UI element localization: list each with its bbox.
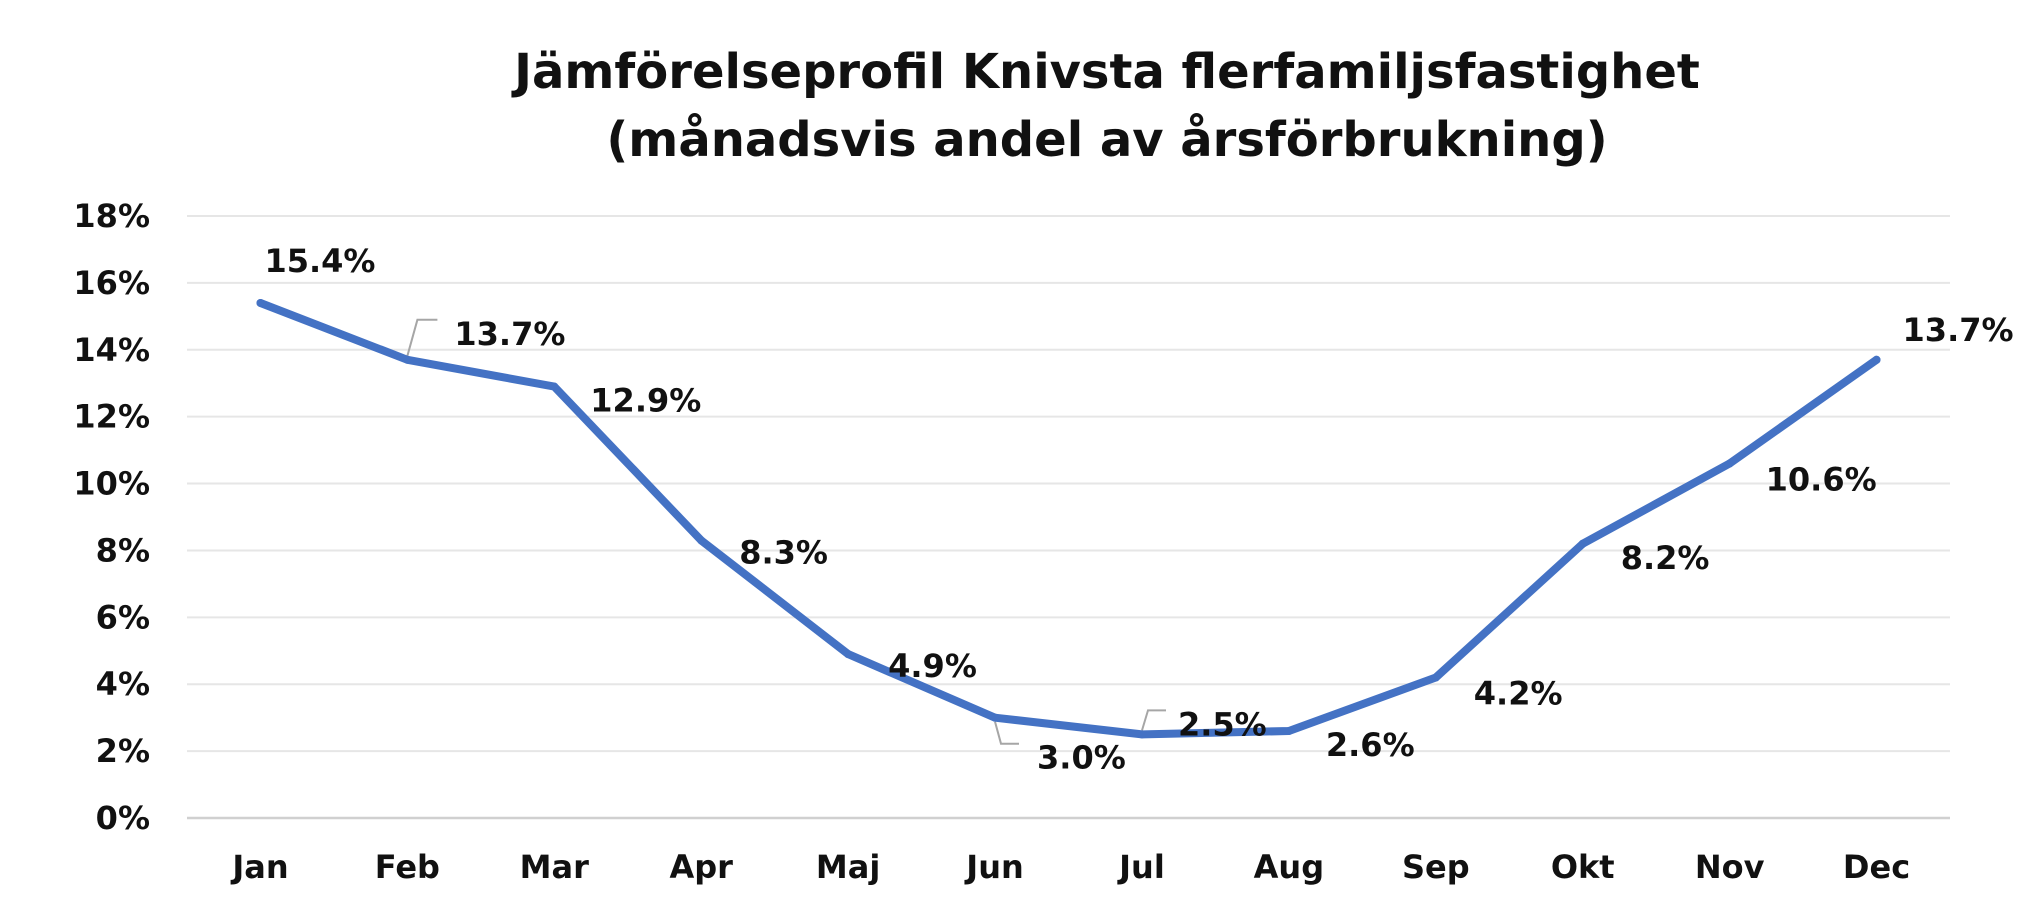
x-tick-label: Jul	[1117, 848, 1165, 886]
chart-title: Jämförelseprofil Knivsta flerfamiljsfast…	[511, 44, 1700, 100]
leader-line	[994, 721, 1019, 745]
data-label: 8.2%	[1621, 539, 1710, 577]
data-point	[1872, 355, 1881, 364]
x-tick-label: Okt	[1551, 848, 1615, 886]
y-axis: 0% 2% 4% 6% 8% 10% 12% 14% 16% 18%	[73, 197, 150, 837]
leader-line	[1141, 709, 1166, 731]
data-labels: 15.4% 13.7% 12.9% 8.3% 4.9% 3.0% 2.5% 2.6% 4.2% 8…	[264, 242, 2013, 777]
data-label: 2.5%	[1178, 705, 1267, 743]
data-label: 4.2%	[1474, 675, 1563, 713]
x-tick-label: Apr	[669, 848, 733, 886]
leader-line	[406, 318, 438, 357]
data-label: 8.3%	[739, 533, 828, 571]
x-tick-label: Jun	[964, 848, 1023, 886]
data-label: 13.7%	[1903, 311, 2014, 349]
y-tick-label: 8%	[96, 531, 150, 569]
y-tick-label: 2%	[96, 732, 150, 770]
x-tick-label: Maj	[816, 848, 880, 886]
x-tick-label: Sep	[1402, 848, 1470, 886]
series-line	[256, 299, 1881, 739]
gridlines	[187, 215, 1950, 820]
series-layer	[256, 298, 1881, 739]
data-point	[697, 536, 706, 545]
y-tick-label: 6%	[96, 598, 150, 636]
data-point	[256, 298, 265, 307]
data-label: 4.9%	[888, 647, 977, 685]
data-point	[1725, 459, 1734, 468]
data-point	[844, 650, 853, 659]
x-tick-label: Jan	[230, 848, 288, 886]
data-point	[403, 355, 412, 364]
data-point	[1431, 673, 1440, 682]
data-point	[1578, 539, 1587, 548]
y-tick-label: 0%	[96, 799, 150, 837]
x-tick-label: Mar	[520, 848, 589, 886]
data-label: 2.6%	[1326, 726, 1415, 764]
data-point	[550, 382, 559, 391]
y-tick-label: 4%	[96, 665, 150, 703]
data-label: 13.7%	[454, 315, 565, 353]
y-tick-label: 16%	[73, 264, 150, 302]
data-label: 3.0%	[1037, 739, 1126, 777]
data-point	[991, 713, 1000, 722]
y-tick-label: 18%	[73, 197, 150, 235]
data-point	[1137, 730, 1146, 739]
x-tick-label: Aug	[1254, 848, 1324, 886]
data-label: 10.6%	[1766, 460, 1877, 498]
y-tick-label: 14%	[73, 331, 150, 369]
x-axis: Jan Feb Mar Apr Maj Jun Jul Aug Sep Okt Nov Dec	[230, 848, 1910, 886]
x-tick-label: Nov	[1695, 848, 1765, 886]
x-tick-label: Dec	[1843, 848, 1910, 886]
chart-subtitle: (månadsvis andel av årsförbrukning)	[606, 112, 1607, 168]
y-tick-label: 12%	[73, 398, 150, 436]
data-point	[1284, 727, 1293, 736]
data-label: 12.9%	[590, 382, 701, 420]
y-tick-label: 10%	[73, 465, 150, 503]
x-tick-label: Feb	[375, 848, 440, 886]
leader-lines	[406, 318, 1166, 745]
data-label: 15.4%	[264, 242, 375, 280]
